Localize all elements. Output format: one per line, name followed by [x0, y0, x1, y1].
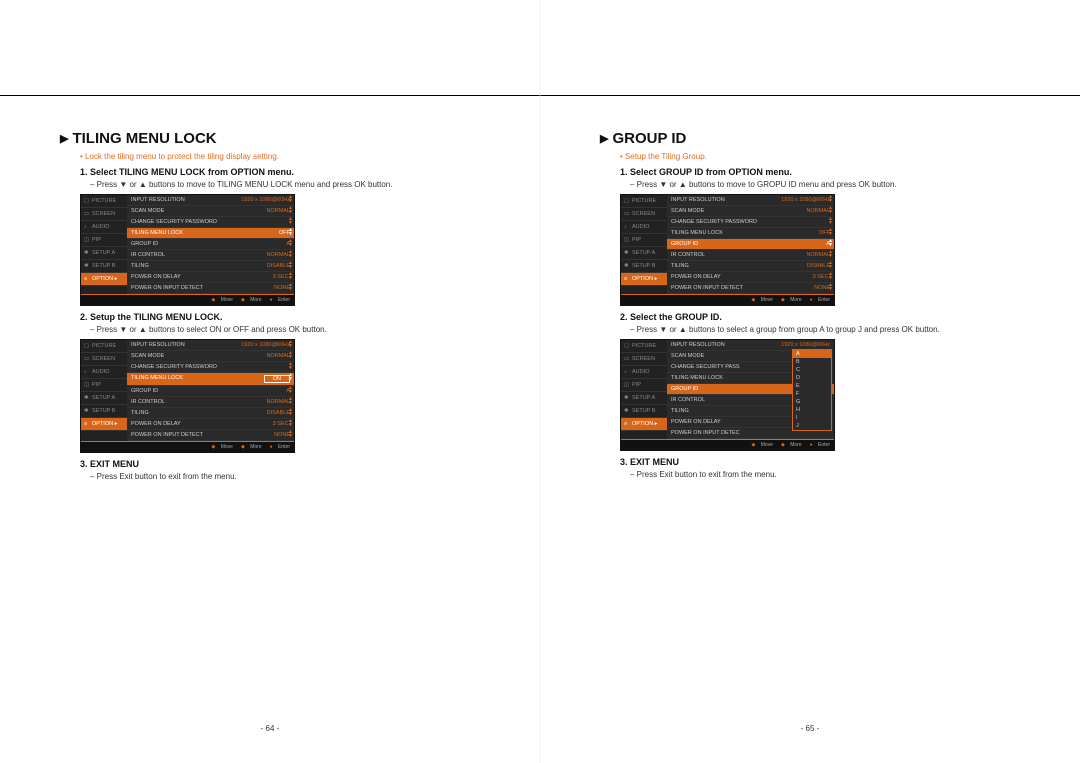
- left-step2: 2. Setup the TILING MENU LOCK. Press ▼ o…: [80, 312, 480, 334]
- osd-tab-option[interactable]: ≡OPTION ▸: [81, 273, 127, 286]
- group-dropdown[interactable]: A B C D E F G H I J: [792, 349, 832, 431]
- osd-tab-picture[interactable]: ▢PICTURE: [81, 195, 127, 208]
- left-step3-desc: Press Exit button to exit from the menu.: [90, 472, 480, 481]
- left-step3: 3. EXIT MENU Press Exit button to exit f…: [80, 459, 480, 481]
- left-step3-title: 3. EXIT MENU: [80, 459, 480, 469]
- osd-row-group-id[interactable]: GROUP IDA▲▼: [667, 239, 834, 250]
- desc-tiling: Lock the tiling menu to protect the tili…: [80, 152, 480, 161]
- osd-row-tiling-lock[interactable]: TILING MENU LOCKOFF▲▼: [127, 228, 294, 239]
- right-step2: 2. Select the GROUP ID. Press ▼ or ▲ but…: [620, 312, 1020, 334]
- osd-tab-setupb[interactable]: ✱SETUP B: [81, 260, 127, 273]
- osd-left-2: ▢PICTURE ▭SCREEN ♪AUDIO ◫PIP ✱SETUP A ✱S…: [80, 339, 295, 453]
- right-step3: 3. EXIT MENU Press Exit button to exit f…: [620, 457, 1020, 479]
- pagenum-right: - 65 -: [540, 724, 1080, 733]
- osd-left-1: ▢PICTURE ▭SCREEN ♪AUDIO ◫PIP ✱SETUP A ✱S…: [80, 194, 295, 306]
- osd-tab-audio[interactable]: ♪AUDIO: [81, 221, 127, 234]
- section-title-tiling: ▶TILING MENU LOCK: [60, 130, 480, 147]
- osd-tab-pip[interactable]: ◫PIP: [81, 234, 127, 247]
- pagenum-left: - 64 -: [0, 724, 540, 733]
- page-left: ▶TILING MENU LOCK Lock the tiling menu t…: [0, 0, 540, 763]
- osd-tab-screen[interactable]: ▭SCREEN: [81, 208, 127, 221]
- page-right: ▶GROUP ID Setup the Tiling Group. 1. Sel…: [540, 0, 1080, 763]
- left-step2-title: 2. Setup the TILING MENU LOCK.: [80, 312, 480, 322]
- section-title-group: ▶GROUP ID: [600, 130, 1020, 147]
- left-step1-title: 1. Select TILING MENU LOCK from OPTION m…: [80, 167, 480, 177]
- osd-right-1: ▢PICTURE ▭SCREEN ♪AUDIO ◫PIP ✱SETUP A ✱S…: [620, 194, 835, 306]
- osd-right-2: ▢PICTURE ▭SCREEN ♪AUDIO ◫PIP ✱SETUP A ✱S…: [620, 339, 835, 451]
- osd-sidebar: ▢PICTURE ▭SCREEN ♪AUDIO ◫PIP ✱SETUP A ✱S…: [81, 195, 127, 294]
- right-step1: 1. Select GROUP ID from OPTION menu. Pre…: [620, 167, 1020, 189]
- osd-tab-setupa[interactable]: ✱SETUP A: [81, 247, 127, 260]
- desc-group: Setup the Tiling Group.: [620, 152, 1020, 161]
- left-step1: 1. Select TILING MENU LOCK from OPTION m…: [80, 167, 480, 189]
- left-step2-desc: Press ▼ or ▲ buttons to select ON or OFF…: [90, 325, 480, 334]
- left-step1-desc: Press ▼ or ▲ buttons to move to TILING M…: [90, 180, 480, 189]
